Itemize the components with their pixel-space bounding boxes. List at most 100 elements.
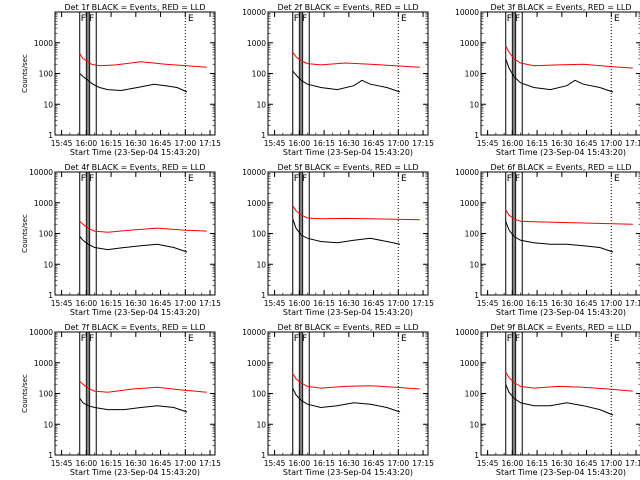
x-tick-label: 16:00: [289, 139, 311, 148]
lld-rate-line: [79, 220, 207, 233]
x-tick-label: 15:45: [51, 459, 73, 468]
lld-rate-line: [505, 209, 633, 225]
y-tick-label: 10: [256, 420, 266, 429]
marker-letter: E: [614, 14, 620, 24]
x-tick-label: 16:45: [150, 459, 172, 468]
panel-title: Det 7f BLACK = Events, RED = LLD: [64, 323, 205, 332]
lld-rate-line: [505, 45, 633, 69]
event-rate-line: [79, 398, 188, 413]
panel-title: Det 6f BLACK = Events, RED = LLD: [490, 163, 631, 172]
x-tick-label: 17:00: [387, 459, 409, 468]
x-tick-label: 16:00: [289, 459, 311, 468]
y-tick-label: 10: [256, 260, 266, 269]
event-rate-line: [79, 236, 188, 253]
y-tick-label: 1000: [34, 199, 53, 208]
lld-rate-line: [292, 205, 420, 221]
marker-letter: F: [89, 334, 94, 344]
x-tick-label: 16:30: [125, 139, 147, 148]
marker-letter: F: [507, 334, 512, 344]
y-tick-label: 100: [465, 70, 480, 79]
x-tick-label: 15:45: [477, 139, 499, 148]
x-tick-label: 15:45: [477, 299, 499, 308]
y-tick-label: 100: [465, 390, 480, 399]
marker-letter: F: [515, 334, 520, 344]
panel-title: Det 5f BLACK = Events, RED = LLD: [277, 163, 418, 172]
x-tick-label: 17:00: [174, 459, 196, 468]
x-tick-label: 17:15: [412, 139, 434, 148]
y-tick-label: 10000: [455, 328, 479, 337]
y-tick-label: 1000: [34, 359, 53, 368]
x-tick-label: 15:45: [477, 459, 499, 468]
x-tick-label: 15:45: [264, 299, 286, 308]
lld-rate-line: [79, 53, 207, 68]
x-tick-label: 16:45: [363, 459, 385, 468]
x-tick-label: 17:00: [387, 139, 409, 148]
x-tick-label: 16:15: [313, 299, 335, 308]
event-rate-line: [505, 58, 614, 93]
x-tick-label: 16:30: [551, 459, 573, 468]
y-tick-label: 10: [43, 260, 53, 269]
y-tick-label: 1000: [460, 199, 479, 208]
marker-letter: F: [81, 14, 86, 24]
y-tick-label: 100: [39, 230, 54, 239]
plot-frame: [480, 331, 640, 456]
y-tick-label: 10000: [242, 168, 266, 177]
x-axis-label: Start Time (23-Sep-04 15:43:20): [496, 308, 626, 317]
y-tick-label: 10000: [455, 8, 479, 17]
plot-frame: [267, 11, 429, 136]
y-tick-label: 1000: [247, 199, 266, 208]
marker-letter: F: [89, 14, 94, 24]
x-tick-label: 17:15: [625, 139, 640, 148]
x-tick-label: 16:00: [502, 139, 524, 148]
y-tick-label: 100: [39, 390, 54, 399]
x-axis-label: Start Time (23-Sep-04 15:43:20): [496, 468, 626, 477]
marker-letter: F: [515, 14, 520, 24]
y-tick-label: 10: [256, 100, 266, 109]
x-tick-label: 17:00: [600, 299, 622, 308]
x-tick-label: 16:15: [100, 139, 122, 148]
marker-letter: F: [294, 14, 299, 24]
event-rate-line: [292, 387, 401, 413]
panel-title: Det 8f BLACK = Events, RED = LLD: [277, 323, 418, 332]
panel-6: Det 6f BLACK = Events, RED = LLD 1 10 100 10…: [455, 163, 640, 317]
event-rate-line: [292, 218, 401, 245]
y-tick-label: 1: [48, 131, 53, 140]
x-tick-label: 16:30: [551, 139, 573, 148]
x-tick-label: 17:15: [199, 459, 221, 468]
y-tick-label: 10: [469, 100, 479, 109]
y-tick-label: 1000: [34, 39, 53, 48]
x-tick-label: 16:45: [576, 299, 598, 308]
x-tick-label: 16:30: [551, 299, 573, 308]
y-tick-label: 10000: [242, 328, 266, 337]
plot-frame: [54, 171, 216, 296]
marker-letter: F: [89, 174, 94, 184]
x-tick-label: 17:00: [174, 139, 196, 148]
x-tick-label: 17:15: [199, 139, 221, 148]
x-tick-label: 16:00: [76, 459, 98, 468]
plot-frame: [54, 331, 216, 456]
x-tick-label: 15:45: [51, 299, 73, 308]
panel-title: Det 9f BLACK = Events, RED = LLD: [490, 323, 631, 332]
lld-rate-line: [79, 380, 207, 393]
panel-title: Det 4f BLACK = Events, RED = LLD: [64, 163, 205, 172]
x-axis-label: Start Time (23-Sep-04 15:43:20): [70, 148, 200, 157]
panel-9: Det 9f BLACK = Events, RED = LLD 1 10 100 10…: [455, 323, 640, 477]
x-tick-label: 16:15: [526, 299, 548, 308]
x-axis-label: Start Time (23-Sep-04 15:43:20): [283, 148, 413, 157]
x-tick-label: 17:15: [412, 299, 434, 308]
y-tick-label: 10000: [29, 168, 53, 177]
marker-letter: E: [188, 334, 194, 344]
x-tick-label: 17:15: [625, 459, 640, 468]
x-tick-label: 16:45: [363, 299, 385, 308]
y-tick-label: 1: [474, 131, 479, 140]
y-axis-label: Counts/sec: [21, 214, 29, 253]
plot-frame: [267, 171, 429, 296]
marker-letter: F: [302, 334, 307, 344]
x-tick-label: 16:45: [576, 459, 598, 468]
x-tick-label: 15:45: [264, 139, 286, 148]
x-tick-label: 16:45: [576, 139, 598, 148]
x-tick-label: 17:15: [625, 299, 640, 308]
y-tick-label: 10000: [242, 8, 266, 17]
marker-letter: F: [81, 334, 86, 344]
